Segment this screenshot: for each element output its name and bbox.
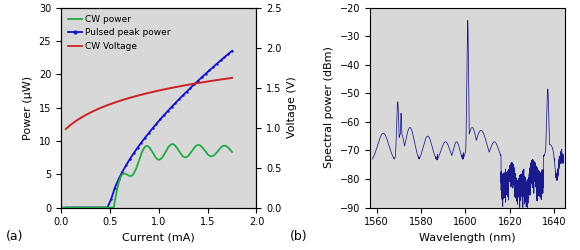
- Y-axis label: Power (µW): Power (µW): [23, 76, 33, 140]
- X-axis label: Current (mA): Current (mA): [122, 233, 195, 243]
- X-axis label: Wavelength (nm): Wavelength (nm): [419, 233, 516, 243]
- Legend: CW power, Pulsed peak power, CW Voltage: CW power, Pulsed peak power, CW Voltage: [66, 12, 173, 53]
- Y-axis label: Voltage (V): Voltage (V): [287, 76, 298, 138]
- Text: (b): (b): [290, 230, 307, 243]
- Text: (a): (a): [6, 230, 23, 243]
- Y-axis label: Spectral power (dBm): Spectral power (dBm): [324, 46, 334, 168]
